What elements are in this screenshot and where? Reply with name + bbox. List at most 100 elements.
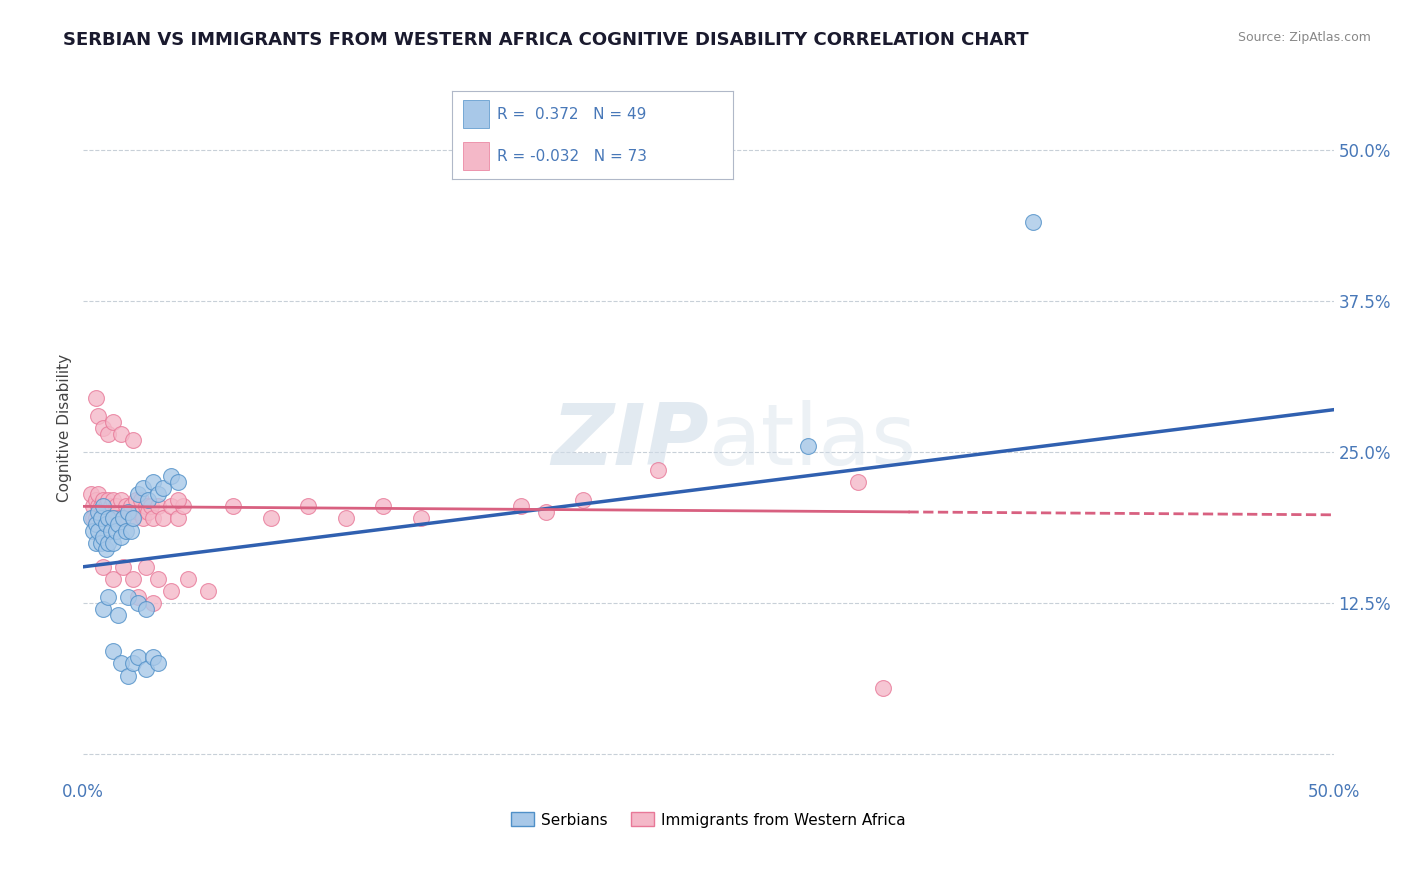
Point [100, 511, 122, 525]
Point [127, 596, 149, 610]
Point [409, 511, 432, 525]
Point [122, 511, 145, 525]
Point [197, 583, 219, 598]
Point [94, 541, 117, 556]
Point [122, 511, 145, 525]
Point [159, 469, 181, 483]
Point [100, 500, 122, 514]
Point [1022, 215, 1045, 229]
Point [114, 500, 136, 514]
Point [97, 511, 120, 525]
Point [125, 493, 148, 508]
Point [136, 493, 159, 508]
Legend: Serbians, Immigrants from Western Africa: Serbians, Immigrants from Western Africa [505, 806, 912, 834]
Point [222, 500, 245, 514]
Point [82, 524, 104, 538]
Point [127, 487, 149, 501]
Point [91, 493, 114, 508]
Point [91, 421, 114, 435]
Point [167, 511, 190, 525]
Point [132, 481, 155, 495]
Point [647, 463, 669, 477]
Point [142, 596, 165, 610]
Point [90, 511, 112, 525]
Point [82, 500, 104, 514]
Point [114, 524, 136, 538]
Point [91, 559, 114, 574]
Point [107, 511, 129, 525]
Point [152, 511, 174, 525]
Point [122, 572, 145, 586]
Point [167, 475, 190, 490]
Point [94, 511, 117, 525]
Point [373, 500, 395, 514]
Point [122, 657, 145, 671]
Point [107, 608, 129, 623]
Point [797, 439, 820, 453]
Point [297, 500, 319, 514]
Point [84, 535, 107, 549]
Point [127, 505, 149, 519]
Point [167, 493, 190, 508]
Point [509, 500, 531, 514]
Point [142, 650, 165, 665]
Point [103, 493, 125, 508]
Point [148, 500, 170, 514]
Point [135, 602, 157, 616]
Point [103, 415, 125, 429]
Point [103, 511, 125, 525]
Point [159, 500, 181, 514]
Point [84, 493, 107, 508]
Point [90, 500, 112, 514]
Point [80, 487, 103, 501]
Point [80, 511, 103, 525]
Point [159, 583, 181, 598]
Point [135, 559, 157, 574]
Point [87, 500, 110, 514]
Point [110, 426, 132, 441]
Point [112, 511, 135, 525]
Point [148, 657, 170, 671]
Point [103, 535, 125, 549]
Y-axis label: Cognitive Disability: Cognitive Disability [58, 354, 72, 502]
Point [91, 602, 114, 616]
Point [103, 511, 125, 525]
Point [135, 500, 157, 514]
Point [84, 391, 107, 405]
Point [152, 481, 174, 495]
Point [103, 572, 125, 586]
Point [120, 500, 142, 514]
Point [872, 681, 894, 695]
Point [104, 524, 127, 538]
Point [122, 433, 145, 447]
Point [110, 657, 132, 671]
Point [100, 524, 122, 538]
Point [148, 572, 170, 586]
Point [129, 493, 152, 508]
Point [534, 505, 557, 519]
Point [91, 511, 114, 525]
Point [84, 511, 107, 525]
Point [177, 572, 200, 586]
Point [97, 493, 120, 508]
Point [335, 511, 357, 525]
Text: Source: ZipAtlas.com: Source: ZipAtlas.com [1237, 31, 1371, 45]
Point [117, 668, 139, 682]
Point [107, 517, 129, 532]
Point [103, 644, 125, 658]
Point [127, 590, 149, 604]
Point [97, 511, 120, 525]
Point [148, 487, 170, 501]
Point [104, 500, 127, 514]
Point [90, 511, 112, 525]
Point [87, 487, 110, 501]
Point [87, 524, 110, 538]
Point [84, 517, 107, 532]
Point [97, 535, 120, 549]
Point [117, 511, 139, 525]
Point [132, 511, 155, 525]
Point [135, 663, 157, 677]
Point [91, 500, 114, 514]
Point [120, 524, 142, 538]
Point [139, 500, 162, 514]
